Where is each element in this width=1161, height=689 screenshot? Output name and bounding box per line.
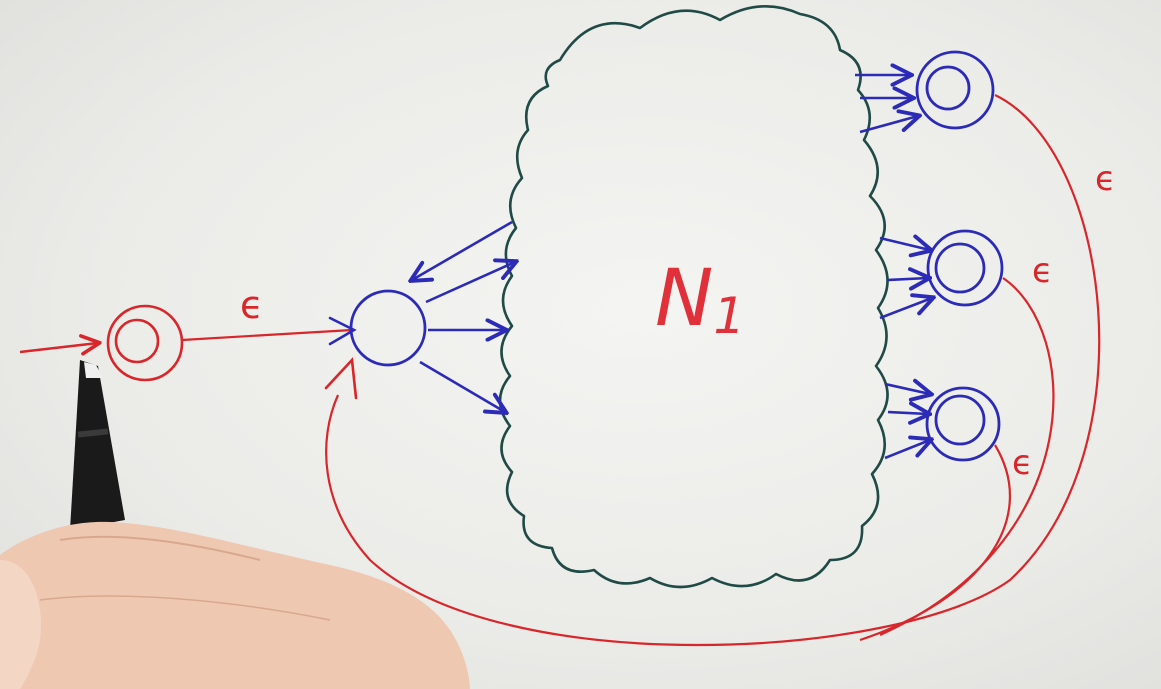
- epsilon-loop-head: [324, 357, 358, 400]
- epsilon-loop-2: [879, 277, 1055, 637]
- accept-state-3: [925, 386, 1001, 462]
- nfa-cloud-boundary: [498, 5, 889, 589]
- epsilon-label-start: ϵ: [240, 283, 263, 327]
- old-start-state: [349, 289, 427, 367]
- epsilon-loop-3: [859, 444, 1012, 642]
- marker-pen-icon: [70, 360, 125, 530]
- nfa-label-letter: N: [655, 254, 713, 344]
- accept-state-1: [915, 50, 995, 130]
- accept-state-2: [926, 229, 1004, 307]
- transition-arrow: [425, 262, 515, 304]
- transition-arrow: [879, 298, 932, 320]
- transition-arrow-back: [412, 220, 513, 280]
- epsilon-edge-start-head: [328, 316, 357, 346]
- transition-arrow: [887, 412, 928, 414]
- start-arrow: [19, 343, 98, 352]
- transition-arrow: [879, 238, 930, 250]
- epsilon-label-loop-1: ϵ: [1095, 159, 1116, 199]
- transition-arrow: [859, 116, 918, 134]
- epsilon-label-loop-3: ϵ: [1012, 443, 1033, 483]
- epsilon-edge-start: [181, 328, 353, 342]
- nfa-label: N1: [655, 254, 745, 345]
- nfa-label-subscript: 1: [713, 287, 745, 345]
- transition-arrow: [884, 440, 930, 460]
- hand-icon: [0, 521, 470, 689]
- transition-arrow: [419, 360, 505, 412]
- new-start-state: [106, 304, 184, 382]
- transition-arrow: [884, 384, 930, 394]
- epsilon-label-loop-2: ϵ: [1032, 251, 1053, 291]
- epsilon-loop-1: [325, 94, 1101, 646]
- transition-arrow: [887, 278, 928, 280]
